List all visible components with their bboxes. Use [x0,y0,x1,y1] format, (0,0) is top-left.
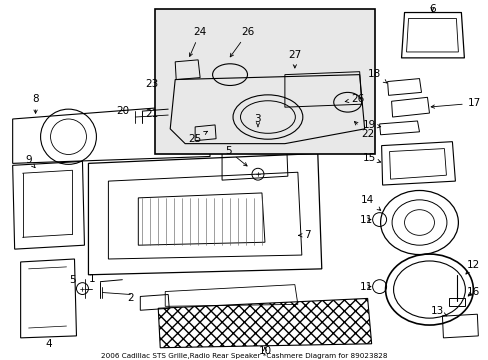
Text: 16: 16 [466,287,479,297]
Text: 11: 11 [359,282,372,292]
Text: 6: 6 [428,4,435,14]
Text: 19: 19 [362,120,380,130]
Text: 7: 7 [298,230,310,240]
Text: 2: 2 [127,293,133,303]
Text: 1: 1 [89,274,96,284]
Text: 5: 5 [224,145,246,166]
Bar [448,298,465,306]
Text: 23: 23 [145,80,159,90]
Text: 18: 18 [367,69,386,83]
Text: 26: 26 [345,94,364,104]
Text: 9: 9 [25,156,35,168]
Text: 12: 12 [465,260,479,274]
Text: 24: 24 [189,27,206,57]
Text: 5: 5 [69,275,76,285]
Text: 4: 4 [45,339,52,349]
Text: 14: 14 [360,195,380,210]
Text: 3: 3 [254,114,261,127]
Text: 17: 17 [430,98,480,108]
Text: 10: 10 [258,346,271,356]
Bar [155,9,374,153]
Text: 25: 25 [188,131,207,144]
Text: 15: 15 [362,153,380,163]
Text: 22: 22 [354,122,373,139]
Text: 20: 20 [116,106,129,116]
Text: 2006 Cadillac STS Grille,Radio Rear Speaker *Cashmere Diagram for 89023828: 2006 Cadillac STS Grille,Radio Rear Spea… [101,353,386,359]
Text: 27: 27 [287,50,301,68]
Text: 26: 26 [230,27,254,57]
Text: 21: 21 [145,109,159,119]
Text: 8: 8 [32,94,39,113]
Text: 13: 13 [430,306,446,316]
Text: 11: 11 [359,215,372,225]
